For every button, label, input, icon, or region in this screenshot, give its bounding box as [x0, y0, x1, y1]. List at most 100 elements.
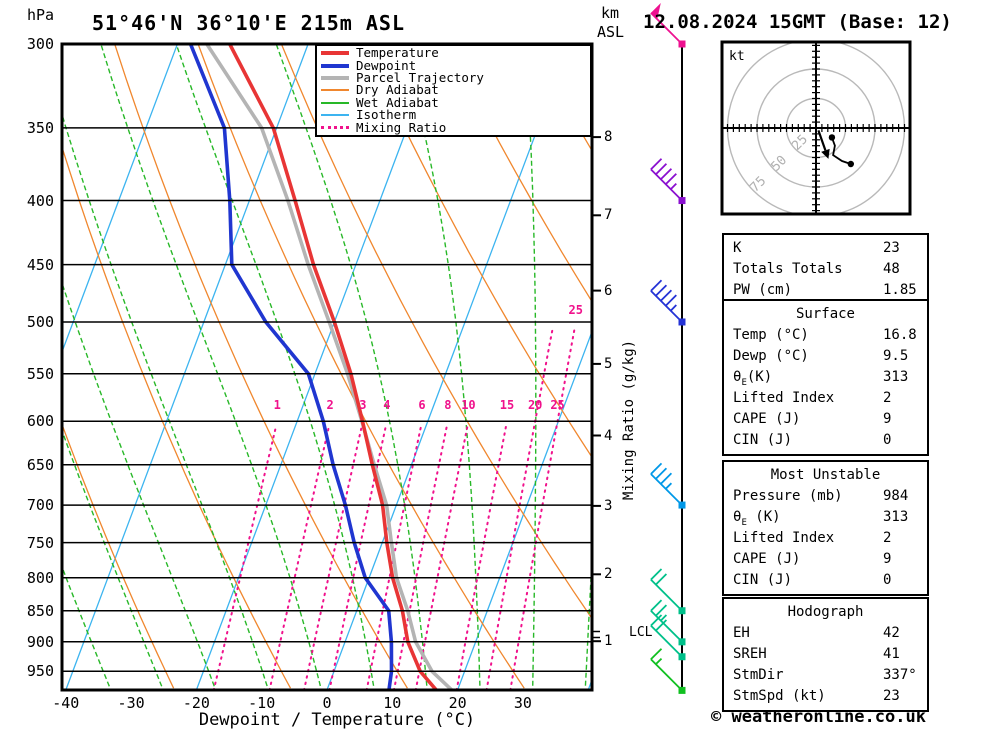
legend-line-sample [321, 89, 349, 92]
legend-item: Isotherm [321, 109, 586, 121]
wind-barb-full [660, 289, 673, 302]
table-row-label: CAPE (J) [733, 551, 801, 567]
table-row-value: 41 [883, 646, 900, 662]
legend-line-sample [321, 51, 349, 56]
wind-barb-full [650, 462, 663, 475]
wind-barb [650, 648, 686, 694]
table-row: K 23 [733, 238, 927, 259]
wind-barb-full [650, 158, 663, 171]
legend-item: Temperature [321, 45, 586, 61]
wind-barb-station-dot [678, 638, 686, 646]
table-row: Temp (°C) 16.8 [733, 325, 927, 346]
table-row: StmDir 337° [733, 665, 927, 686]
wind-barb-shaft [650, 473, 683, 506]
table-row-value: 9 [883, 551, 892, 567]
table-row: Dewp (°C) 9.5 [733, 346, 927, 367]
wet-adiabat-line [0, 44, 60, 694]
hodograph-ring-label: 25 [789, 132, 811, 154]
wind-barb-full [665, 294, 677, 307]
hodograph-trace-dot [847, 160, 855, 168]
wind-barb [650, 599, 686, 646]
wind-barb [650, 2, 686, 48]
table-row: CAPE (J) 9 [733, 549, 927, 570]
wind-barb-half [660, 614, 668, 622]
table-row-value: 23 [883, 240, 900, 256]
wind-barb-half [670, 304, 677, 312]
mixing-ratio-line [509, 325, 576, 690]
wind-barb [650, 568, 686, 615]
table-row: Pressure (mb) 984 [733, 486, 927, 507]
table-row-label: EH [733, 625, 750, 641]
wind-barb-pennant [650, 2, 661, 20]
wind-barb-full [660, 168, 673, 180]
wet-adiabat-line [584, 546, 592, 690]
wind-barb-full [655, 573, 668, 586]
wet-adiabat-line [62, 565, 112, 690]
table-row-value: 2 [883, 530, 892, 546]
legend-label: Parcel Trajectory [356, 70, 484, 86]
table-row: StmSpd (kt) 23 [733, 686, 927, 707]
hodograph-ring-label: 50 [769, 153, 791, 175]
table-row: PW (cm) 1.85 [733, 280, 927, 301]
mixing-ratio-line [485, 325, 555, 690]
legend-label: Mixing Ratio [356, 119, 447, 135]
isotherm-line [195, 44, 440, 690]
legend-item: Dewpoint [321, 57, 586, 73]
table-row: CAPE (J) 9 [733, 409, 927, 430]
wind-barb-full [650, 599, 663, 612]
mixing-ratio-line [414, 423, 469, 690]
wind-barb-station-dot [678, 197, 686, 205]
legend-line-sample [321, 63, 349, 68]
legend-label: Dewpoint [356, 57, 417, 73]
parcel-trajectory-curve [205, 44, 454, 690]
dry-adiabat-line [447, 44, 592, 303]
table-row-label: θE(K) [733, 369, 773, 388]
table-row-label: CIN (J) [733, 572, 793, 588]
table-row: CIN (J) 0 [733, 570, 927, 591]
legend-item: Mixing Ratio [321, 119, 586, 135]
wet-adiabat-line [62, 428, 164, 690]
wind-barb-full [655, 604, 668, 617]
table-row-label: Temp (°C) [733, 327, 809, 343]
table-row-value: 48 [883, 261, 900, 277]
wet-adiabat-line [100, 44, 323, 690]
legend-box: Temperature Dewpoint Parcel Trajectory Dry … [315, 44, 592, 137]
hodograph-unit-label: kt [729, 49, 745, 64]
isotherm-line [326, 44, 570, 690]
table-row-label: PW (cm) [733, 282, 793, 298]
table-row: SREH 41 [733, 644, 927, 665]
wind-barb [650, 158, 686, 205]
mixing-ratio-line [455, 423, 508, 690]
table-row-label: Pressure (mb) [733, 488, 843, 504]
table-row-label: Lifted Index [733, 390, 835, 406]
table-title: Hodograph [787, 604, 864, 620]
mixing-ratio-line [268, 423, 331, 690]
hodograph-trace-dot [828, 134, 836, 141]
wet-adiabat-line [62, 280, 217, 690]
wind-barb-station-dot [678, 653, 686, 661]
wind-barb-shaft [650, 290, 683, 323]
table-title: Most Unstable [770, 467, 881, 483]
plot-area [0, 44, 592, 694]
table-row-label: Totals Totals [733, 261, 843, 277]
legend-label: Temperature [356, 45, 439, 61]
table-row-value: 313 [883, 509, 909, 525]
stats-table-surface: Surface Temp (°C) 16.8 Dewp (°C) 9.5 θE(K) 313… [722, 299, 929, 456]
dry-adiabat-line [114, 44, 408, 689]
legend-line-sample [321, 76, 349, 81]
mixing-ratio-line [392, 423, 449, 690]
wet-adiabat-line [523, 44, 537, 690]
legend-label: Wet Adiabat [356, 94, 439, 110]
dry-adiabat-line [0, 44, 57, 688]
wet-adiabat-line [401, 44, 481, 690]
table-row-label: Lifted Index [733, 530, 835, 546]
wind-barb-shaft [650, 658, 683, 692]
table-row-value: 313 [883, 369, 909, 385]
wind-barb-half [665, 482, 673, 490]
stats-table-indices: K 23 Totals Totals 48 PW (cm) 1.85 [722, 233, 929, 306]
table-row-label: CAPE (J) [733, 411, 801, 427]
table-row: θE (K) 313 [733, 507, 927, 528]
table-row-value: 337° [883, 667, 917, 683]
